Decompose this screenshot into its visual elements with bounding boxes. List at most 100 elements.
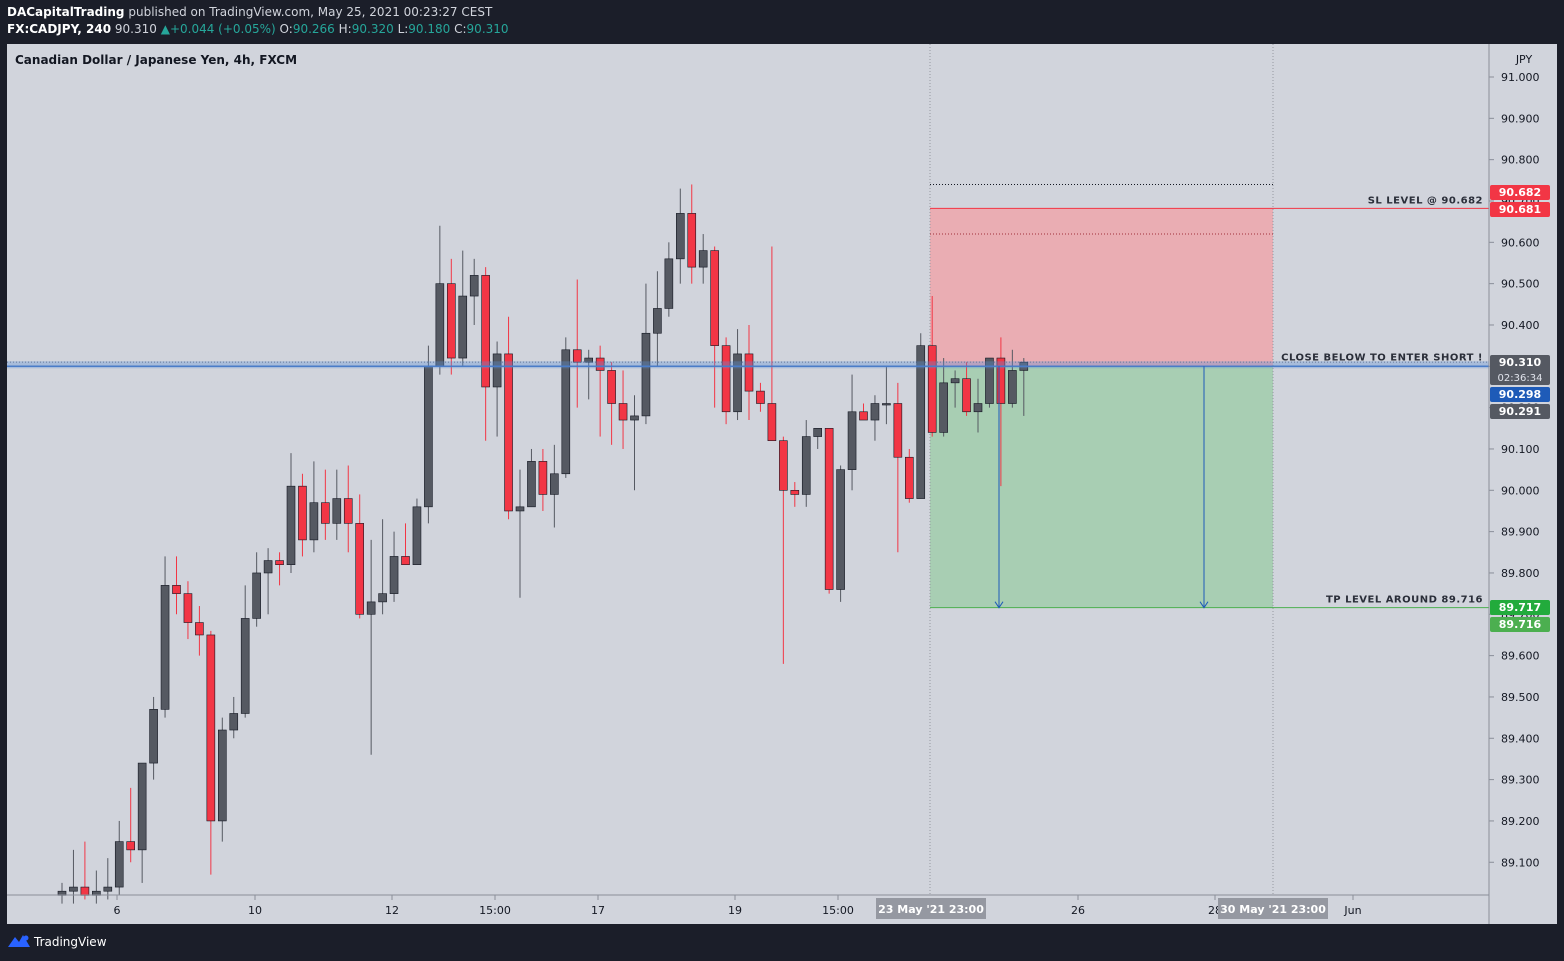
candle-body[interactable]	[80, 886, 90, 896]
candle-body[interactable]	[469, 275, 479, 297]
author-name[interactable]: DACapitalTrading	[7, 5, 125, 19]
candle-body[interactable]	[653, 308, 662, 334]
candle-body[interactable]	[710, 250, 719, 346]
candle-body[interactable]	[412, 506, 422, 565]
close-label: C:	[454, 22, 467, 36]
candle-body[interactable]	[733, 353, 742, 413]
candle-body[interactable]	[767, 403, 777, 442]
candle-body[interactable]	[939, 382, 948, 433]
candle-body[interactable]	[847, 411, 857, 470]
candle-body[interactable]	[927, 345, 937, 433]
candle-body[interactable]	[675, 213, 685, 260]
price-axis-unit: JPY	[1515, 53, 1533, 66]
candle-body[interactable]	[435, 283, 445, 367]
candle-body[interactable]	[114, 841, 124, 888]
candle-body[interactable]	[332, 498, 342, 524]
candle-body[interactable]	[481, 275, 490, 388]
candle-body[interactable]	[103, 886, 113, 892]
candle-body[interactable]	[218, 729, 227, 822]
candle-body[interactable]	[595, 357, 605, 371]
candle-body[interactable]	[801, 436, 811, 495]
candle-body[interactable]	[790, 489, 800, 495]
candle-body[interactable]	[824, 428, 834, 590]
x-tick-label: 10	[248, 904, 262, 917]
candle-body[interactable]	[321, 502, 330, 524]
candle-body[interactable]	[527, 461, 536, 508]
candle-body[interactable]	[584, 357, 594, 363]
candle-body[interactable]	[401, 556, 410, 565]
chart-title: Canadian Dollar / Japanese Yen, 4h, FXCM	[15, 53, 297, 67]
tradingview-logo-icon[interactable]	[7, 933, 31, 949]
candle-body[interactable]	[263, 560, 273, 574]
candle-body[interactable]	[870, 403, 880, 421]
candle-body[interactable]	[172, 585, 181, 594]
candle-body[interactable]	[69, 886, 78, 892]
candle-body[interactable]	[458, 295, 468, 359]
candle-body[interactable]	[962, 378, 971, 413]
take-profit-zone[interactable]	[930, 366, 1273, 608]
tradingview-brand[interactable]: TradingView	[34, 935, 107, 949]
candle-body[interactable]	[607, 370, 616, 404]
candle-body[interactable]	[492, 353, 502, 388]
candle-body[interactable]	[160, 585, 170, 710]
candle-body[interactable]	[950, 378, 960, 384]
price-chart[interactable]: SL LEVEL @ 90.682 CLOSE BELOW TO ENTER SH…	[7, 44, 1557, 924]
candle-body[interactable]	[446, 283, 456, 359]
candle-body[interactable]	[664, 258, 674, 309]
price-change: +0.044 (+0.05%)	[169, 22, 276, 36]
candle-body[interactable]	[126, 841, 135, 851]
candle-body[interactable]	[641, 332, 651, 417]
x-tick-label: 15:00	[822, 904, 854, 917]
candle-body[interactable]	[149, 709, 158, 764]
candle-body[interactable]	[687, 213, 697, 268]
candle-body[interactable]	[973, 403, 983, 413]
candle-body[interactable]	[309, 502, 319, 541]
candle-body[interactable]	[721, 345, 731, 413]
candle-body[interactable]	[744, 353, 754, 392]
candle-body[interactable]	[836, 469, 845, 590]
candle-body[interactable]	[893, 403, 903, 458]
candle-body[interactable]	[252, 572, 261, 619]
candle-body[interactable]	[355, 523, 365, 615]
candle-body[interactable]	[859, 411, 868, 421]
candle-body[interactable]	[698, 250, 708, 268]
candle-body[interactable]	[275, 560, 284, 565]
candle-body[interactable]	[229, 713, 239, 731]
chart-frame[interactable]: SL LEVEL @ 90.682 CLOSE BELOW TO ENTER SH…	[7, 44, 1557, 924]
candle-body[interactable]	[515, 506, 525, 512]
candle-body[interactable]	[183, 593, 193, 623]
candle-body[interactable]	[240, 618, 250, 714]
candle-body[interactable]	[378, 593, 387, 603]
candle-body[interactable]	[813, 428, 823, 437]
candle-body[interactable]	[504, 353, 513, 512]
candle-body[interactable]	[756, 390, 765, 404]
y-tick-label: 90.100	[1501, 443, 1540, 456]
candle-body[interactable]	[550, 473, 559, 495]
candle-body[interactable]	[779, 440, 788, 491]
candle-body[interactable]	[630, 415, 639, 421]
candle-body[interactable]	[424, 366, 433, 508]
candle-body[interactable]	[538, 461, 548, 495]
target-arrow-head-icon	[1199, 601, 1209, 609]
candle-body[interactable]	[137, 762, 147, 851]
candle-body[interactable]	[618, 403, 628, 421]
candle-body[interactable]	[389, 556, 399, 594]
candle-body[interactable]	[882, 403, 891, 406]
x-tick-label: 19	[728, 904, 742, 917]
price-badge-value: 89.716	[1499, 618, 1542, 631]
candle-body[interactable]	[206, 634, 216, 822]
candle-body[interactable]	[298, 485, 307, 541]
candle-body[interactable]	[1008, 370, 1017, 404]
y-tick-label: 91.000	[1501, 71, 1540, 84]
candle-body[interactable]	[343, 498, 353, 524]
candle-body[interactable]	[904, 456, 914, 499]
candle-body[interactable]	[286, 485, 296, 565]
candle-body[interactable]	[996, 357, 1006, 404]
stop-loss-zone[interactable]	[930, 208, 1273, 367]
candle-body[interactable]	[561, 349, 571, 475]
candle-body[interactable]	[195, 622, 204, 636]
candle-body[interactable]	[985, 357, 994, 404]
candle-body[interactable]	[916, 345, 926, 499]
candle-body[interactable]	[366, 601, 376, 615]
candle-body[interactable]	[572, 349, 582, 363]
